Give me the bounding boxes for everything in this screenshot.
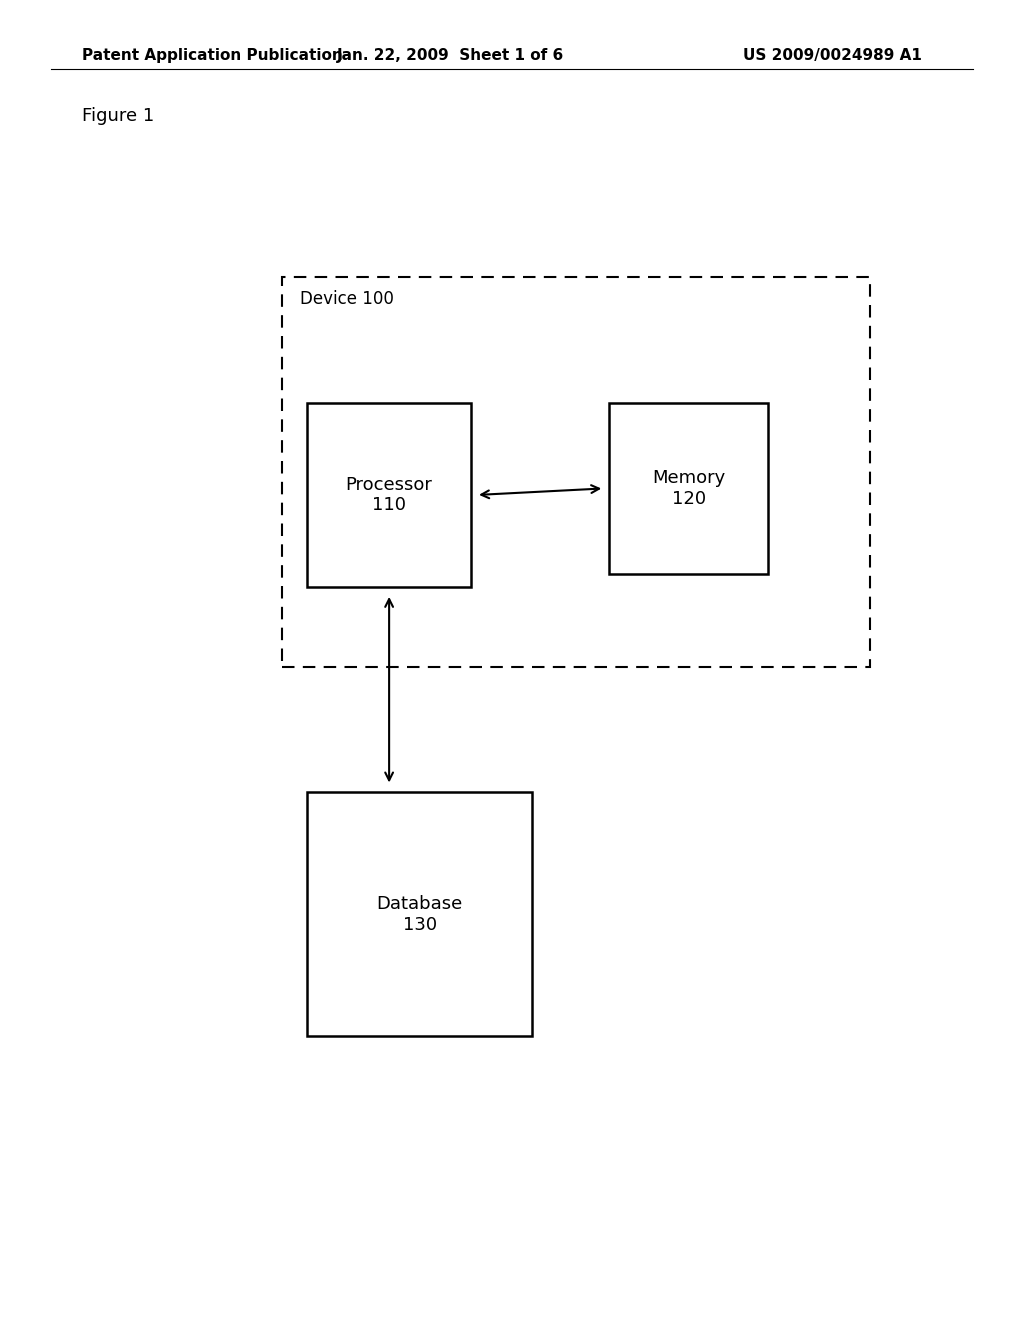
Text: US 2009/0024989 A1: US 2009/0024989 A1 (742, 48, 922, 63)
Text: Processor
110: Processor 110 (346, 475, 432, 515)
Text: Database
130: Database 130 (377, 895, 463, 933)
Text: Patent Application Publication: Patent Application Publication (82, 48, 343, 63)
Text: Memory
120: Memory 120 (652, 469, 725, 508)
Text: Jan. 22, 2009  Sheet 1 of 6: Jan. 22, 2009 Sheet 1 of 6 (337, 48, 564, 63)
Bar (609, 403, 768, 574)
Text: Device 100: Device 100 (300, 290, 394, 309)
Bar (307, 792, 532, 1036)
Text: Figure 1: Figure 1 (82, 107, 155, 125)
Bar (282, 277, 870, 667)
Bar (307, 403, 471, 587)
